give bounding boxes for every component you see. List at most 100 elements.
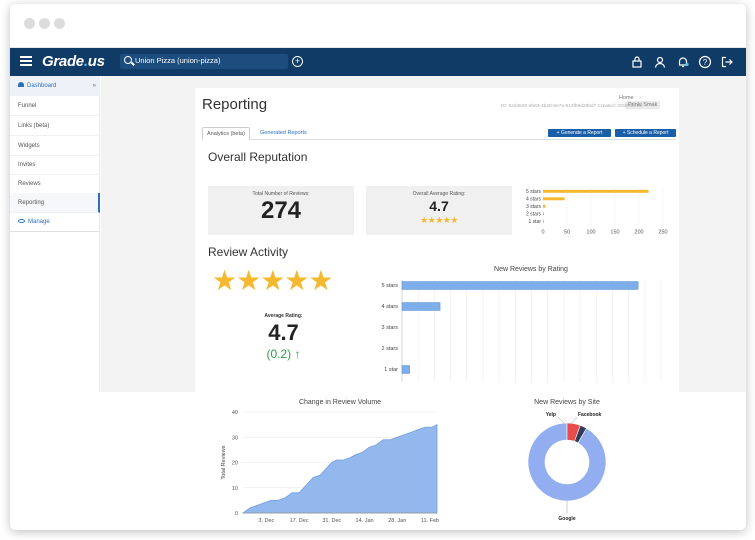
category-label: 3 stars	[526, 204, 542, 210]
sidebar-item-label: Links (beta)	[18, 123, 50, 129]
eye-icon	[18, 219, 25, 223]
y-tick-label: 10	[232, 486, 238, 492]
page-title: Reporting	[202, 96, 268, 113]
slice-label: Facebook	[578, 412, 602, 418]
category-label: 5 stars	[526, 189, 542, 195]
svg-text:?: ?	[703, 58, 708, 67]
x-tick-label: 250	[658, 230, 667, 236]
sidebar-item-label: Invites	[18, 162, 36, 168]
category-label: 2 stars	[526, 212, 542, 218]
sidebar-item-label: Funnel	[18, 103, 37, 109]
breadcrumb-user: Prinki Smak	[625, 101, 661, 109]
bar	[401, 302, 441, 311]
generate-report-button[interactable]: + Generate a Report	[548, 129, 611, 137]
bar	[401, 281, 639, 290]
search-icon	[124, 56, 132, 64]
total-reviews-label: Total Number of Reviews:	[252, 191, 310, 197]
bottom-charts: Change in Review Volume 0 10 20 30 40 Total Re…	[10, 392, 746, 530]
sidebar-item-widgets[interactable]: Widgets	[10, 136, 100, 156]
bar	[543, 197, 565, 201]
sidebar-item-dashboard[interactable]: Dashboard »	[10, 76, 100, 96]
pie-slice	[574, 424, 587, 444]
chart-title: New Reviews by Site	[534, 399, 600, 406]
x-tick-label: 0	[541, 230, 544, 236]
category-label: 4 stars	[526, 197, 542, 203]
category-label: 1 star	[384, 367, 398, 373]
slice-label: Yelp	[546, 412, 556, 418]
menu-icon[interactable]	[20, 56, 32, 66]
label-leader	[557, 416, 565, 424]
top-navbar: Grade.us Union Pizza (union-pizza) + ?	[10, 48, 746, 76]
x-tick-label: 28. Jan	[388, 518, 406, 524]
chevron-down-icon[interactable]: »	[92, 83, 96, 89]
bar	[543, 189, 649, 193]
x-tick-label: 11. Feb	[421, 518, 439, 524]
logo[interactable]: Grade.us	[42, 53, 105, 70]
average-rating-label: Average Rating:	[264, 313, 303, 319]
overall-rating-stars-icon: ★★★★★	[420, 215, 458, 225]
tab-analytics[interactable]: Analytics (beta)	[202, 127, 250, 140]
sidebar-item-reporting[interactable]: Reporting	[10, 193, 100, 213]
chart-title: Change in Review Volume	[299, 399, 381, 406]
window-control-dot[interactable]	[24, 18, 35, 29]
category-label: 5 stars	[381, 283, 398, 289]
bar	[543, 219, 544, 223]
category-label: 3 stars	[381, 325, 398, 331]
average-rating-stars-icon: ★★★★★	[212, 265, 334, 296]
x-tick-label: 14. Jan	[356, 518, 374, 524]
tab-generated-reports[interactable]: Generated Reports	[260, 130, 307, 136]
add-location-icon[interactable]: +	[292, 56, 303, 67]
y-tick-label: 30	[232, 435, 238, 441]
breadcrumb-home[interactable]: Home	[619, 95, 634, 101]
sidebar-item-label: Widgets	[18, 143, 40, 149]
x-tick-label: 100	[586, 230, 595, 236]
help-icon[interactable]: ?	[698, 55, 712, 69]
category-label: 4 stars	[381, 304, 398, 310]
sidebar-item-reviews[interactable]: Reviews	[10, 174, 100, 194]
bar	[543, 204, 546, 208]
y-axis-label: Total Reviews	[221, 445, 227, 479]
sidebar-item-funnel[interactable]: Funnel	[10, 96, 100, 116]
total-reviews-value: 274	[260, 197, 302, 224]
user-icon[interactable]	[653, 55, 667, 69]
sidebar-item-label: Dashboard	[27, 83, 57, 89]
overall-rating-label: Overall Average Rating:	[412, 191, 466, 197]
x-tick-label: 200	[634, 230, 643, 236]
lock-icon[interactable]	[630, 55, 644, 69]
schedule-report-button[interactable]: + Schedule a Report	[615, 129, 676, 137]
overall-rating-box: Overall Average Rating: 4.7 ★★★★★	[366, 186, 512, 235]
sidebar-item-label: Reviews	[18, 181, 41, 187]
window-control-dot[interactable]	[39, 18, 50, 29]
label-leader	[571, 416, 578, 424]
window-control-dot[interactable]	[54, 18, 65, 29]
category-label: 1 star	[528, 219, 541, 225]
bell-icon[interactable]	[676, 55, 690, 69]
slice-label: Google	[558, 516, 575, 522]
category-label: 2 stars	[381, 346, 398, 352]
pie-slice	[527, 422, 607, 502]
breadcrumb: Home › Prinki Smak	[619, 95, 679, 109]
location-search[interactable]: Union Pizza (union-pizza)	[120, 54, 288, 69]
reviews-by-site-chart: New Reviews by Site Yelp Facebook Google	[527, 399, 607, 522]
bar	[543, 212, 544, 216]
x-tick-label: 17. Dec	[290, 518, 309, 524]
sidebar-item-manage[interactable]: Manage	[10, 212, 100, 232]
area-series	[241, 423, 438, 514]
overall-rating-value: 4.7	[429, 198, 449, 214]
report-id-line: ID: 62d4530-eb63-4b28-8e7a-914fb9d29bd7 …	[501, 104, 642, 109]
report-tabs: Analytics (beta) Generated Reports	[202, 127, 676, 140]
sidebar-item-label: Manage	[28, 219, 50, 225]
sidebar-item-label: Reporting	[18, 200, 45, 206]
new-reviews-by-rating-chart: New Reviews by Rating 5 stars 4 stars 3 sta…	[381, 266, 662, 382]
x-tick-label: 31. Dec	[322, 518, 341, 524]
breadcrumb-separator-icon: ›	[639, 95, 642, 101]
review-activity-heading: Review Activity	[208, 245, 289, 259]
sidebar-item-invites[interactable]: Invites	[10, 155, 100, 175]
y-tick-label: 40	[232, 410, 238, 416]
y-tick-label: 0	[235, 511, 238, 517]
logout-icon[interactable]	[720, 55, 734, 69]
sidebar-item-links[interactable]: Links (beta)	[10, 116, 100, 136]
overall-reputation-heading: Overall Reputation	[208, 150, 308, 164]
x-tick-label: 150	[610, 230, 619, 236]
